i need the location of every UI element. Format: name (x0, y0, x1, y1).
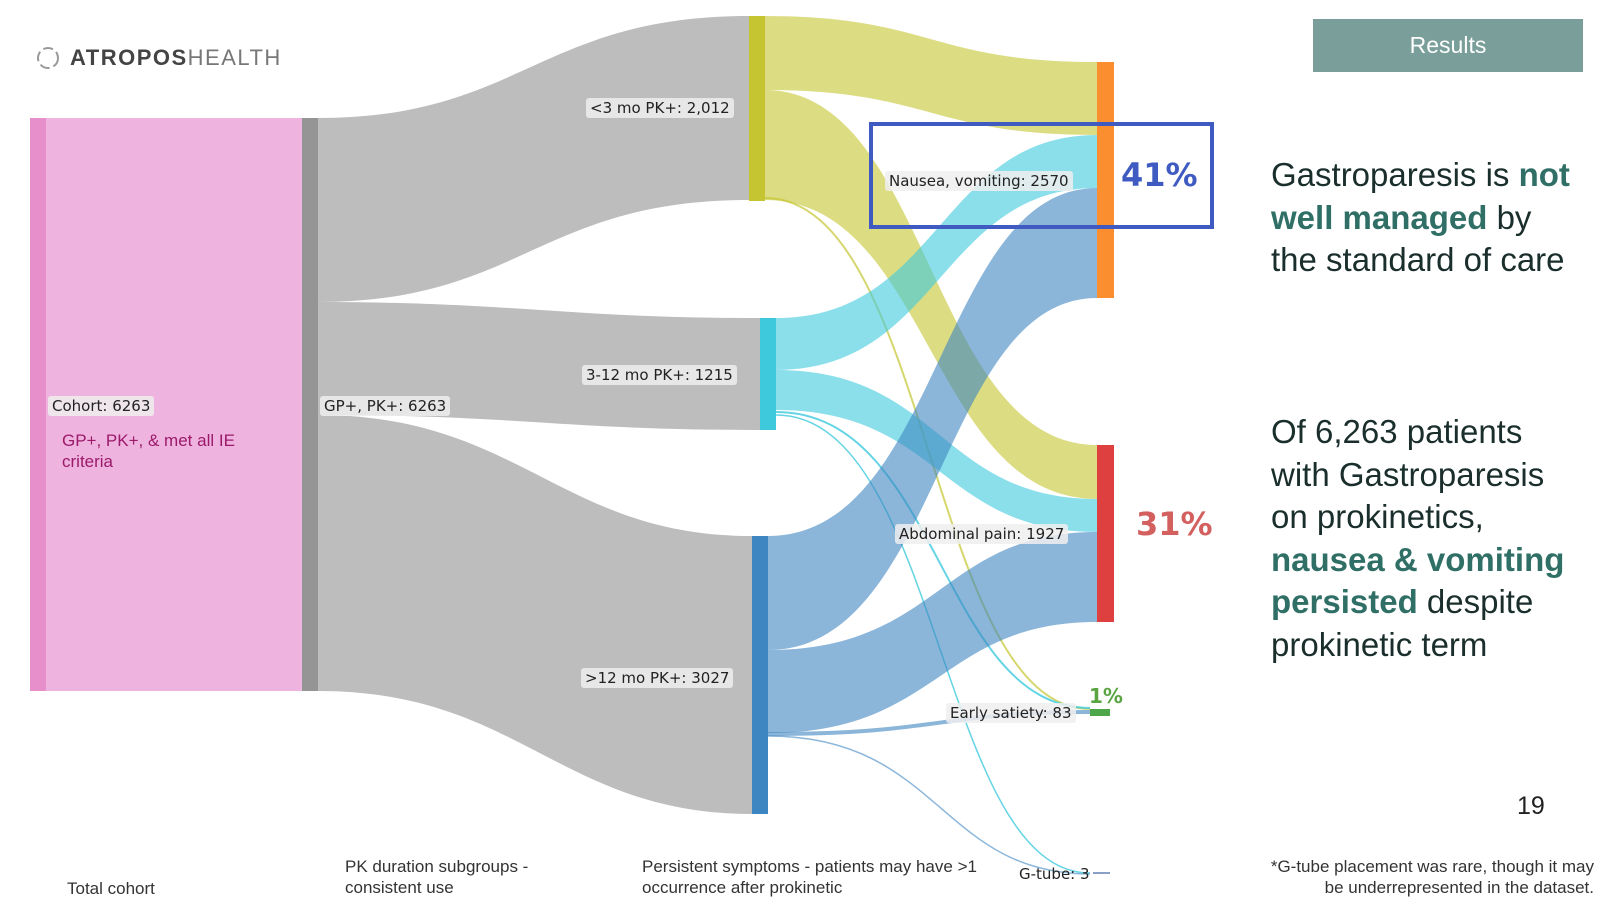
nausea-label: Nausea, vomiting: 2570 (885, 171, 1073, 191)
flow-lt3-to-nausea (765, 16, 1097, 135)
abdominal-node-bar (1097, 445, 1114, 622)
gt12-label: >12 mo PK+: 3027 (581, 668, 734, 688)
gp-pk-node-bar (302, 118, 318, 691)
panel-statement-2: Of 6,263 patients with Gastroparesis on … (1271, 413, 1565, 663)
gt12-node-bar (752, 536, 768, 814)
results-badge: Results (1313, 19, 1583, 72)
early-satiety-percent: 1% (1089, 684, 1123, 708)
gp-pk-label: GP+, PK+: 6263 (320, 396, 451, 416)
gtube-node-bar (1093, 872, 1110, 874)
flow-gt12-to-abdominal (768, 532, 1097, 733)
atropos-logo: ATROPOSHEALTH (34, 44, 282, 72)
cohort-description: GP+, PK+, & met all IE criteria (62, 431, 235, 471)
lt3-label: <3 mo PK+: 2,012 (586, 98, 734, 118)
flow-lt3-to-abdominal (765, 90, 1097, 499)
abdominal-percent: 31% (1136, 505, 1213, 543)
gtube-label: G-tube: 3 (1019, 865, 1090, 883)
m3-12-node-bar (760, 318, 776, 430)
cohort-label: Cohort: 6263 (48, 396, 155, 416)
footer-persistent-symptoms: Persistent symptoms - patients may have … (642, 857, 977, 897)
flow-gt12-to-gtube (767, 735, 1091, 875)
logo-mark-icon (37, 47, 59, 69)
nausea-percent: 41% (1121, 156, 1198, 194)
early-node-bar (1090, 709, 1110, 716)
footer-pk-duration: PK duration subgroups - consistent use (345, 857, 529, 897)
page-number: 19 (1517, 792, 1545, 820)
flow-gt12-to-nausea (768, 188, 1097, 650)
nausea-node-bar (1097, 62, 1114, 298)
flow-m3-to-nausea (776, 135, 1097, 370)
m3-12-label: 3-12 mo PK+: 1215 (582, 365, 737, 385)
logo-text: ATROPOSHEALTH (70, 45, 282, 70)
abdominal-label: Abdominal pain: 1927 (895, 524, 1069, 544)
footer-total-cohort: Total cohort (67, 879, 155, 898)
flow-gp-to-lt3 (318, 16, 749, 302)
cohort-node-bar (30, 118, 46, 691)
lt3-node-bar (749, 16, 765, 201)
nausea-highlight-box (869, 122, 1214, 229)
flow-gp-to-gt12 (318, 415, 752, 814)
early-satiety-label: Early satiety: 83 (946, 703, 1076, 723)
panel-statement-1: Gastroparesis is not well managed by the… (1271, 156, 1570, 278)
flow-m3-to-early (775, 411, 1091, 709)
footer-gtube-note: *G-tube placement was rare, though it ma… (1270, 857, 1594, 897)
